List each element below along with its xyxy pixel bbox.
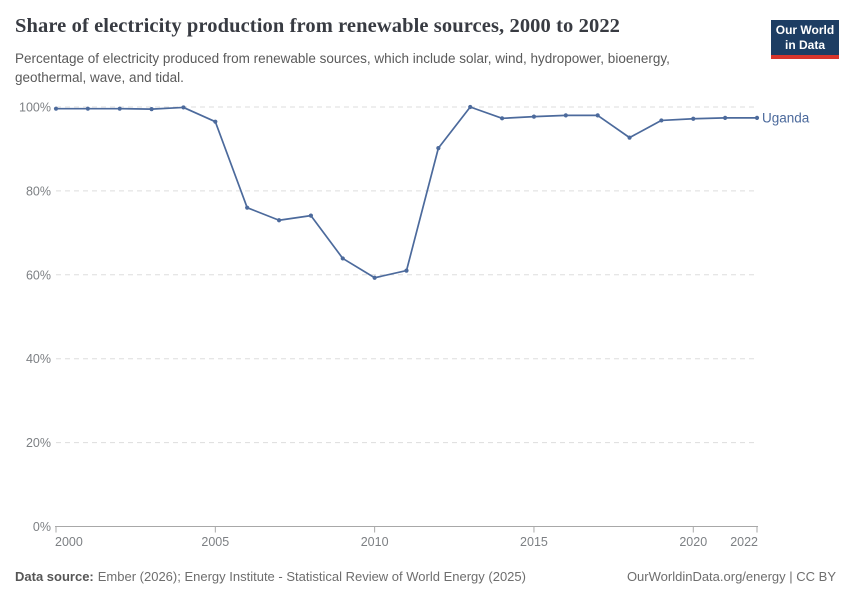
data-point-2010[interactable] [372, 275, 377, 280]
data-point-2008[interactable] [308, 213, 314, 218]
data-source: Data source: Ember (2026); Energy Institu… [15, 569, 526, 584]
x-axis-tick-label: 2005 [201, 535, 229, 549]
data-point-2002[interactable] [117, 106, 122, 111]
data-point-2011[interactable] [404, 268, 409, 273]
data-point-2003[interactable] [149, 106, 154, 112]
y-axis-tick-label: 40% [26, 352, 51, 366]
y-axis-tick-label: 60% [26, 268, 51, 282]
y-axis-tick-label: 0% [33, 520, 51, 534]
y-axis-tick-label: 80% [26, 184, 51, 198]
owid-logo-line1: Our World [775, 23, 835, 37]
x-axis-tick-label: 2020 [679, 535, 707, 549]
y-axis-tick-label: 100% [19, 101, 51, 115]
data-point-2014[interactable] [499, 116, 505, 121]
data-point-2000[interactable] [53, 106, 59, 111]
data-source-text: Ember (2026); Energy Institute - Statist… [97, 569, 526, 584]
x-axis-tick-label: 2022 [730, 535, 758, 549]
data-point-2018[interactable] [627, 135, 632, 140]
credit-link[interactable]: OurWorldinData.org/energy | CC BY [626, 569, 836, 584]
data-point-2020[interactable] [691, 116, 696, 121]
x-axis-tick-label: 2000 [55, 535, 83, 549]
data-point-2009[interactable] [340, 256, 345, 261]
chart-subtitle: Percentage of electricity produced from … [15, 51, 670, 85]
data-point-2021[interactable] [723, 115, 728, 121]
data-point-2017[interactable] [595, 113, 600, 118]
data-point-2007[interactable] [276, 218, 282, 223]
data-point-2019[interactable] [659, 118, 664, 123]
data-point-2013[interactable] [468, 104, 473, 110]
data-point-2004[interactable] [181, 105, 186, 110]
x-axis-tick-label: 2015 [520, 535, 548, 549]
data-point-2006[interactable] [245, 205, 250, 210]
x-axis-tick-label: 2010 [361, 535, 389, 549]
data-point-2016[interactable] [563, 113, 568, 118]
data-line-uganda[interactable] [55, 106, 758, 279]
data-point-2015[interactable] [531, 114, 537, 119]
data-point-2022[interactable] [754, 115, 760, 121]
chart-footer: Data source: Ember (2026); Energy Institu… [15, 569, 836, 584]
page-title: Share of electricity production from ren… [15, 15, 621, 37]
data-point-2012[interactable] [436, 146, 441, 151]
data-point-2005[interactable] [213, 119, 218, 124]
data-source-label: Data source: [15, 569, 94, 584]
owid-logo[interactable]: Our World in Data [771, 20, 839, 59]
owid-logo-line2: in Data [784, 38, 825, 52]
data-point-2001[interactable] [85, 106, 90, 111]
y-axis-tick-label: 20% [26, 436, 51, 450]
series-end-label: Uganda [762, 110, 810, 125]
